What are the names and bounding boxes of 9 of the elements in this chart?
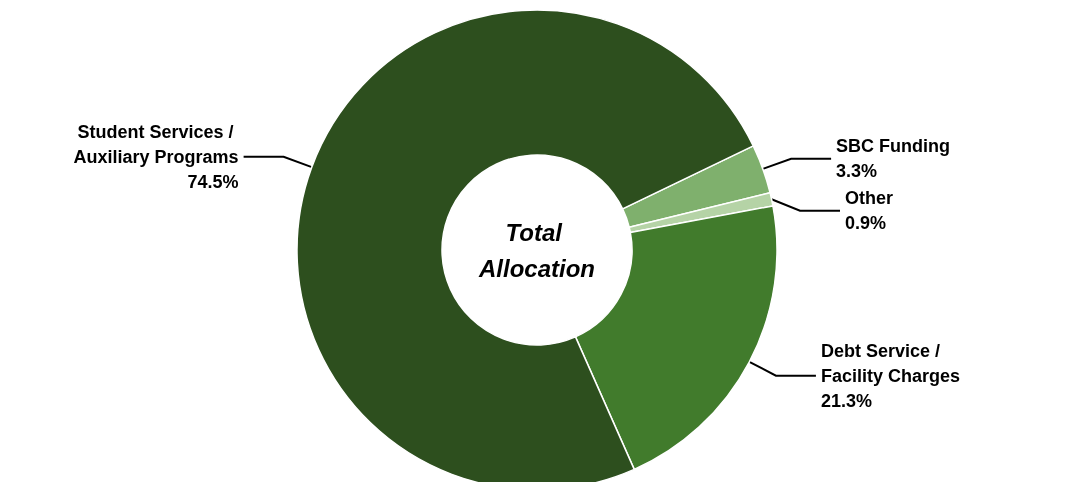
- data-label: 3.3%: [836, 161, 878, 182]
- slice-label: Other: [845, 188, 894, 209]
- slice-label: Student Services / Auxiliary Programs: [73, 121, 239, 167]
- data-label: 0.9%: [845, 213, 887, 234]
- text: Total Allocation: [477, 218, 596, 282]
- slice-label: SBC Funding: [836, 136, 951, 157]
- slice-label: Debt Service / Facility Charges: [820, 340, 960, 386]
- data-label: 21.3%: [820, 390, 872, 411]
- data-label: 74.5%: [187, 171, 239, 192]
